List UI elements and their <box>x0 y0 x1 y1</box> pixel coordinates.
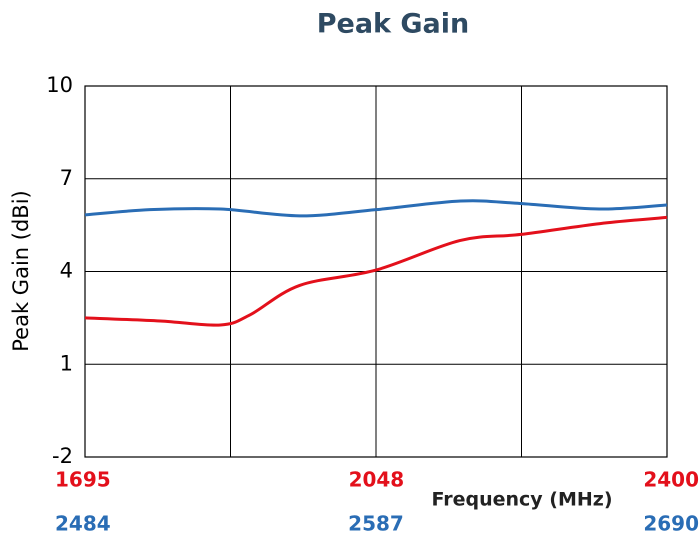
x-axis-label: Frequency (MHz) <box>431 489 612 511</box>
data-line <box>84 215 668 327</box>
y-tick-label: 10 <box>46 73 73 97</box>
x-tick-label: 2400 <box>643 468 699 492</box>
plot-frame <box>84 85 668 458</box>
x-tick-label: 2690 <box>643 512 699 536</box>
data-line <box>84 199 668 218</box>
x-tick-label: 2048 <box>349 468 405 492</box>
y-tick-label: 7 <box>60 166 73 190</box>
chart-title: Peak Gain <box>317 9 470 40</box>
y-tick-label: 4 <box>60 259 73 283</box>
x-tick-label: 2484 <box>55 512 111 536</box>
y-tick-label: -2 <box>52 444 73 468</box>
y-tick-label: 1 <box>60 351 73 375</box>
y-axis-label: Peak Gain (dBi) <box>9 190 33 351</box>
x-tick-label: 1695 <box>55 468 111 492</box>
x-tick-label: 2587 <box>348 512 404 536</box>
